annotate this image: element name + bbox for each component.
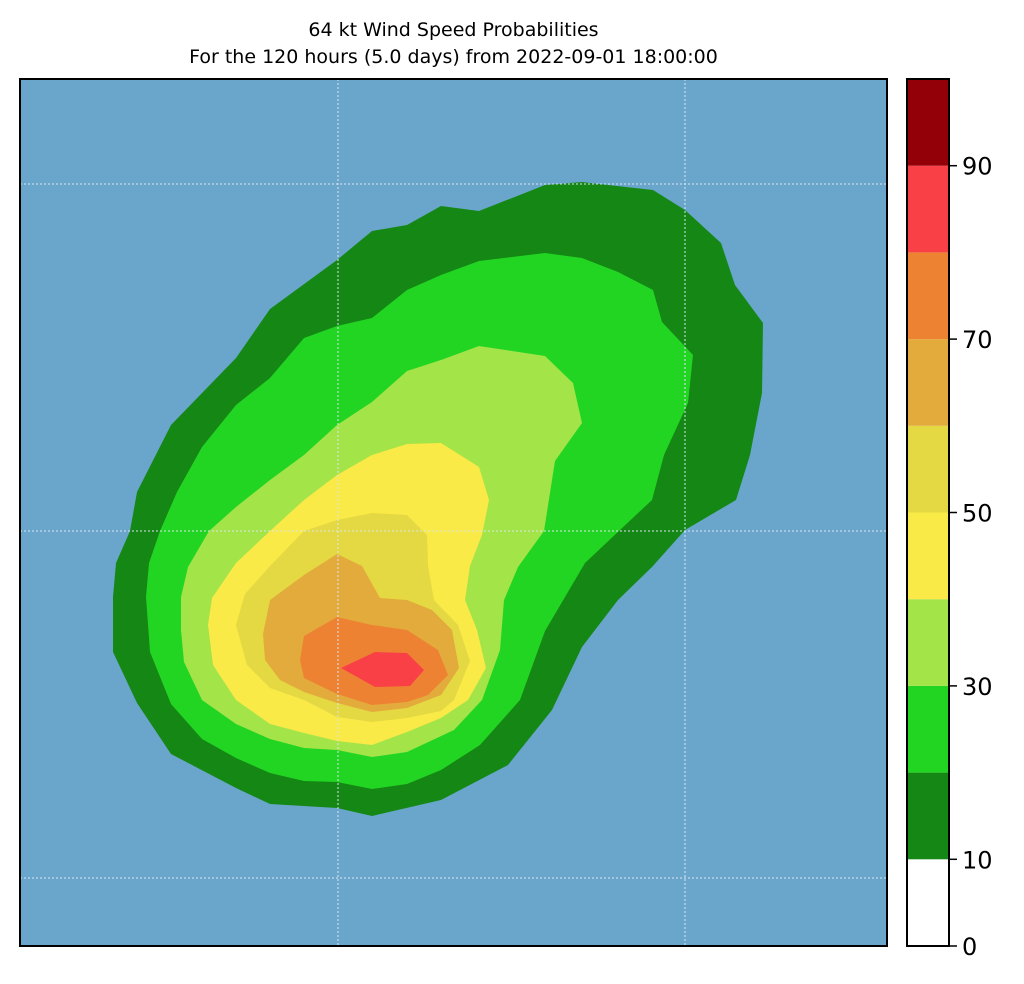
colorbar: 0 10 30 50 70 90 bbox=[906, 78, 993, 961]
colorbar-segment bbox=[907, 772, 949, 860]
colorbar-tick-label: 70 bbox=[962, 326, 993, 354]
colorbar-segment bbox=[907, 252, 949, 340]
colorbar-segment bbox=[907, 859, 949, 946]
colorbar-tick-label: 90 bbox=[962, 153, 993, 181]
colorbar-segment bbox=[907, 339, 949, 426]
map-frame bbox=[19, 78, 888, 947]
colorbar-segment bbox=[907, 79, 949, 166]
colorbar-segment bbox=[907, 165, 949, 253]
contour-band-80 bbox=[341, 652, 424, 687]
colorbar-segment bbox=[907, 512, 949, 600]
graticule bbox=[20, 79, 887, 946]
colorbar-tick-label: 50 bbox=[962, 500, 993, 528]
colorbar-segment bbox=[907, 599, 949, 686]
colorbar-segment bbox=[907, 425, 949, 513]
map-title: 64 kt Wind Speed Probabilities bbox=[308, 19, 599, 41]
colorbar-tick-label: 30 bbox=[962, 673, 993, 701]
colorbar-tick-label: 0 bbox=[962, 933, 977, 961]
colorbar-segment bbox=[907, 685, 949, 773]
map-subtitle: For the 120 hours (5.0 days) from 2022-0… bbox=[189, 46, 718, 68]
colorbar-tick-label: 10 bbox=[962, 846, 993, 874]
